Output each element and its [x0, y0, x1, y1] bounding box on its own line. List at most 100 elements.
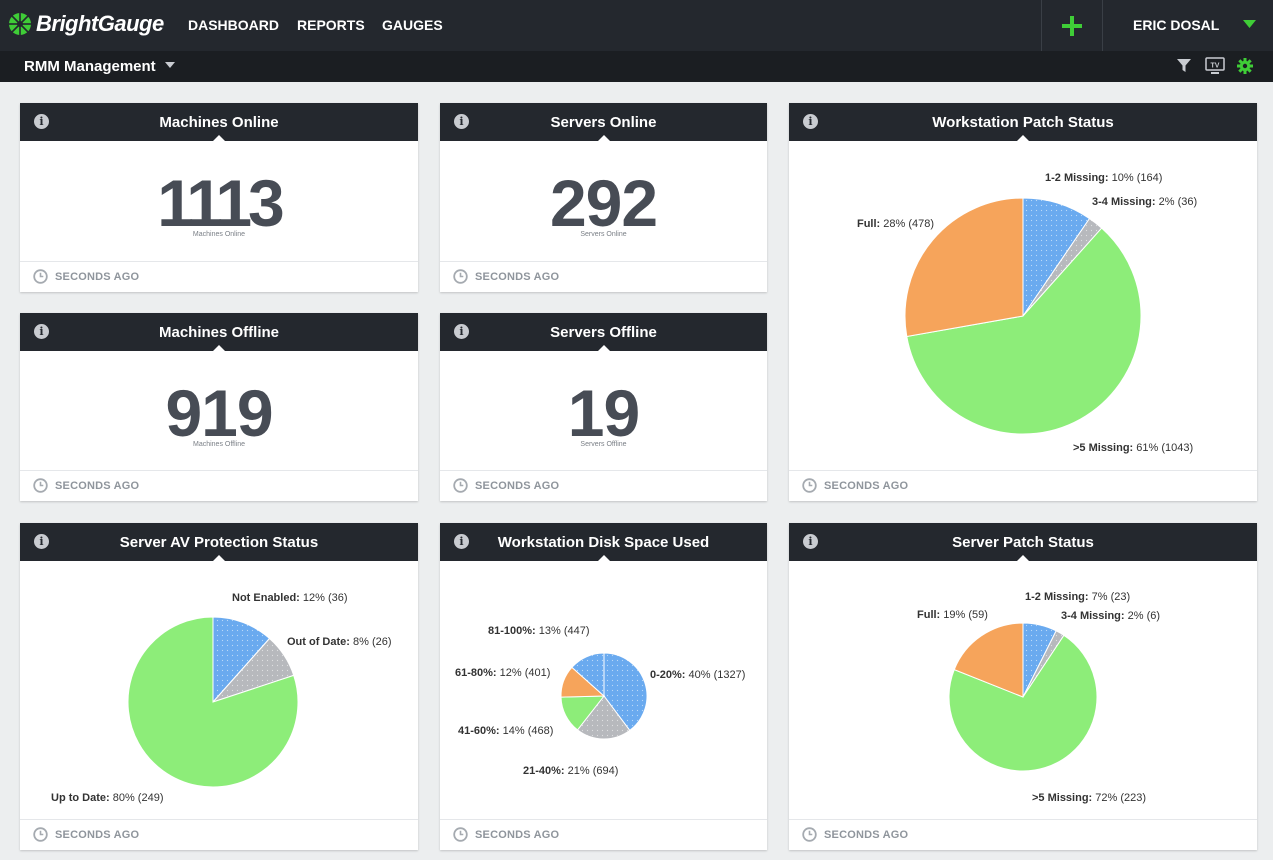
card-title: Workstation Disk Space Used	[497, 534, 710, 551]
info-icon[interactable]: i	[454, 114, 469, 129]
pie-slice[interactable]	[906, 227, 1142, 435]
card-footer: SECONDS AGO	[789, 470, 1257, 501]
last-updated: SECONDS AGO	[55, 480, 140, 492]
gauge-value: 1113	[157, 166, 285, 240]
last-updated: SECONDS AGO	[824, 480, 909, 492]
clock-icon	[453, 478, 468, 493]
logo-text: BrightGauge	[36, 11, 164, 36]
caret-down-icon[interactable]	[165, 62, 175, 69]
last-updated: SECONDS AGO	[55, 271, 140, 283]
nav-divider	[1102, 0, 1103, 51]
nav-gauges[interactable]: GAUGES	[382, 17, 443, 33]
pie-chart: 1-2 Missing: 10% (164) 3-4 Missing: 2% (3…	[857, 172, 1197, 454]
card-header: i Machines Online	[20, 103, 418, 142]
pie-slice[interactable]	[948, 634, 1098, 772]
pie-slice-label: 3-4 Missing: 2% (36)	[1092, 196, 1197, 208]
pie-slice[interactable]	[904, 197, 1024, 338]
last-updated: SECONDS AGO	[475, 480, 560, 492]
gauge-card-machines-online: i Machines Online 1113 Machines Online S…	[20, 103, 418, 292]
nav-reports[interactable]: REPORTS	[297, 17, 365, 33]
clock-icon	[802, 827, 817, 842]
card-header: i Servers Offline	[440, 313, 767, 352]
card-title: Server AV Protection Status	[119, 534, 319, 551]
pie-slice-texture	[1023, 198, 1090, 316]
gauge-subtitle: Machines Offline	[192, 441, 245, 448]
gauge-card-server-patch-status: i Server Patch Status 1-2 Missing: 7% (2…	[789, 523, 1257, 850]
clock-icon	[33, 827, 48, 842]
plus-icon	[1062, 15, 1082, 36]
info-icon[interactable]: i	[803, 534, 818, 549]
pie-slice-texture	[1023, 218, 1102, 316]
info-icon[interactable]: i	[803, 114, 818, 129]
clock-icon	[453, 269, 468, 284]
card-footer: SECONDS AGO	[789, 819, 1257, 850]
gauge-subtitle: Servers Online	[580, 231, 627, 238]
last-updated: SECONDS AGO	[55, 829, 140, 841]
gauge-card-servers-online: i Servers Online 292 Servers Online SECO…	[440, 103, 767, 292]
user-menu[interactable]: ERIC DOSAL	[1133, 17, 1220, 33]
gauge-value: 292	[549, 166, 658, 240]
pie-slice-label: >5 Missing: 72% (223)	[1032, 792, 1146, 804]
dashboard-selector[interactable]: RMM Management	[24, 58, 156, 75]
pie-slice-texture	[577, 696, 630, 739]
clock-icon	[453, 827, 468, 842]
pie-slice-texture	[1023, 630, 1064, 697]
pie-chart: 1-2 Missing: 7% (23) 3-4 Missing: 2% (6) >…	[917, 591, 1160, 804]
gear-icon[interactable]	[1237, 58, 1253, 74]
pie-chart: 0-20%: 40% (1327) 21-40%: 21% (694) 41-60%…	[455, 625, 745, 777]
pie-slice-texture	[1023, 623, 1057, 697]
gauge-card-workstation-patch-status: i Workstation Patch Status 1-2 Missing: …	[789, 103, 1257, 501]
card-footer: SECONDS AGO	[440, 819, 767, 850]
nav-dashboard[interactable]: DASHBOARD	[188, 17, 279, 33]
tv-mode-icon[interactable]: TV	[1205, 57, 1225, 75]
card-title: Servers Offline	[550, 324, 657, 341]
clock-icon	[33, 478, 48, 493]
gauge-card-servers-offline: i Servers Offline 19 Servers Offline SEC…	[440, 313, 767, 501]
info-icon[interactable]: i	[34, 114, 49, 129]
pie-slice-label: Full: 28% (478)	[857, 218, 934, 230]
pie-slice-label: Full: 19% (59)	[917, 609, 988, 621]
pie-slice-label: 0-20%: 40% (1327)	[650, 669, 745, 681]
pie-chart: Not Enabled: 12% (36) Out of Date: 8% (26…	[51, 592, 392, 804]
nav-divider	[1041, 0, 1042, 51]
gauge-logo-icon	[9, 13, 31, 35]
card-footer: SECONDS AGO	[20, 261, 418, 292]
info-icon[interactable]: i	[34, 534, 49, 549]
card-header: i Server AV Protection Status	[20, 523, 418, 562]
card-title: Server Patch Status	[952, 534, 1094, 551]
dashboard-bar: RMM Management TV	[0, 51, 1273, 82]
clock-icon	[802, 478, 817, 493]
info-icon[interactable]: i	[454, 324, 469, 339]
chevron-down-icon[interactable]	[1243, 20, 1256, 29]
gauge-value: 19	[567, 376, 640, 450]
card-header: i Servers Online	[440, 103, 767, 142]
brightgauge-logo[interactable]: BrightGauge	[8, 11, 164, 37]
card-title: Machines Online	[159, 114, 279, 131]
info-icon[interactable]: i	[34, 324, 49, 339]
pie-slice-label: Up to Date: 80% (249)	[51, 792, 163, 804]
pie-slice-texture	[213, 617, 270, 702]
card-footer: SECONDS AGO	[20, 470, 418, 501]
card-footer: SECONDS AGO	[20, 819, 418, 850]
svg-text:TV: TV	[1211, 63, 1220, 70]
pie-slice-label: Not Enabled: 12% (36)	[232, 592, 348, 604]
pie-slice-texture	[213, 638, 294, 702]
gauge-value: 919	[165, 376, 273, 450]
card-header: i Server Patch Status	[789, 523, 1257, 562]
pie-slice[interactable]	[127, 616, 299, 788]
filter-icon[interactable]	[1177, 59, 1191, 73]
add-button[interactable]	[1042, 0, 1102, 51]
pie-slice-label: >5 Missing: 61% (1043)	[1073, 442, 1193, 454]
pie-slice-label: Out of Date: 8% (26)	[287, 636, 392, 648]
pie-slice-label: 3-4 Missing: 2% (6)	[1061, 610, 1160, 622]
card-footer: SECONDS AGO	[440, 470, 767, 501]
pie-slice[interactable]	[953, 622, 1024, 698]
gauge-card-workstation-disk-space: i Workstation Disk Space Used 0-20%: 40%…	[440, 523, 767, 850]
pie-slice-label: 1-2 Missing: 10% (164)	[1045, 172, 1162, 184]
info-icon[interactable]: i	[454, 534, 469, 549]
card-title: Machines Offline	[158, 324, 280, 341]
card-header: i Machines Offline	[20, 313, 418, 352]
pie-slice-texture	[571, 653, 604, 696]
gauge-subtitle: Machines Online	[192, 231, 246, 238]
card-footer: SECONDS AGO	[440, 261, 767, 292]
